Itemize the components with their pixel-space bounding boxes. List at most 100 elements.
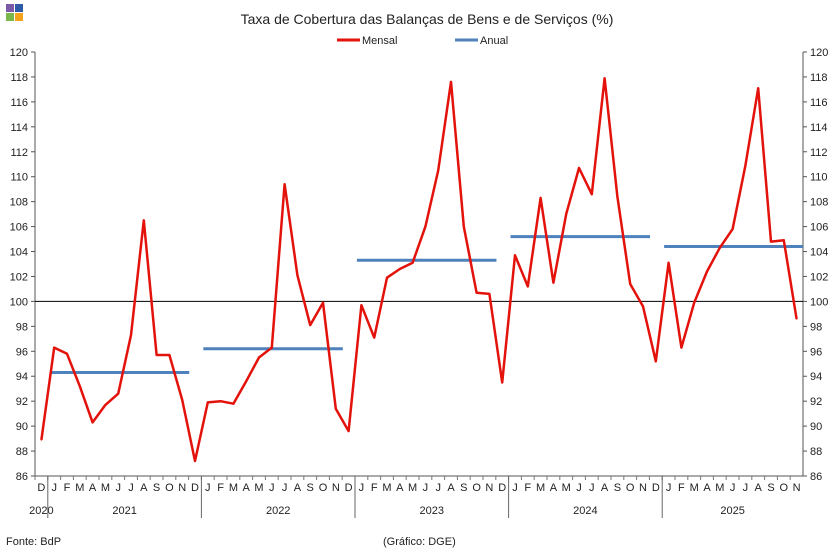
x-month-label: J <box>730 482 736 494</box>
monthly-point <box>616 195 619 198</box>
monthly-point <box>40 439 43 441</box>
monthly-point <box>693 301 695 304</box>
x-month-label: S <box>614 482 621 494</box>
monthly-point <box>527 285 529 288</box>
x-month-label: M <box>562 482 571 494</box>
monthly-point <box>219 400 222 402</box>
x-month-label: M <box>101 482 110 494</box>
monthly-point <box>271 346 273 349</box>
x-month-label: M <box>382 482 391 494</box>
monthly-point <box>552 281 555 284</box>
monthly-point <box>770 240 772 243</box>
monthly-series-line <box>40 76 798 463</box>
x-month-label: S <box>307 482 314 494</box>
monthly-point <box>629 283 631 285</box>
x-month-label: J <box>359 482 365 494</box>
x-month-label: J <box>423 482 429 494</box>
monthly-point <box>578 167 580 169</box>
y-tick-label-right: 116 <box>810 97 828 109</box>
x-month-label: F <box>64 482 71 494</box>
y-tick-label-right: 92 <box>810 396 822 408</box>
x-month-label: O <box>319 482 328 494</box>
x-month-label: A <box>550 482 558 494</box>
monthly-point <box>283 183 286 185</box>
x-month-label: M <box>229 482 238 494</box>
monthly-point <box>104 404 107 406</box>
x-month-label: A <box>396 482 404 494</box>
y-tick-label-right: 96 <box>810 346 822 358</box>
x-month-label: A <box>755 482 763 494</box>
monthly-point <box>475 291 478 294</box>
monthly-point <box>411 261 414 264</box>
x-month-label: M <box>715 482 724 494</box>
x-month-label: J <box>589 482 595 494</box>
monthly-point <box>783 239 785 242</box>
monthly-point <box>424 225 427 228</box>
monthly-point <box>437 169 440 172</box>
y-tick-label-left: 102 <box>10 271 28 283</box>
x-month-label: D <box>652 482 660 494</box>
x-month-label: F <box>524 482 531 494</box>
y-tick-label-left: 88 <box>16 446 28 458</box>
monthly-point <box>539 197 542 199</box>
monthly-point <box>335 407 337 410</box>
y-tick-label-left: 106 <box>10 222 28 234</box>
monthly-point <box>795 318 798 320</box>
y-tick-label-left: 118 <box>10 72 28 84</box>
y-tick-label-left: 100 <box>10 296 28 308</box>
monthly-point <box>155 354 158 356</box>
monthly-point <box>232 402 235 405</box>
x-month-label: S <box>460 482 467 494</box>
chart-axes: 86 86 88 88 90 90 92 92 94 94 96 96 98 98 100 100 102 102… <box>10 47 828 518</box>
y-tick-label-left: 90 <box>16 421 28 433</box>
x-month-label: F <box>217 482 224 494</box>
x-month-label: J <box>205 482 211 494</box>
monthly-point <box>130 334 132 336</box>
coverage-rate-chart: Taxa de Cobertura das Balanças de Bens e… <box>10 11 828 518</box>
monthly-point <box>360 304 363 306</box>
monthly-point <box>386 276 388 279</box>
chart-legend: Mensal Anual <box>337 35 508 47</box>
y-tick-label-right: 100 <box>810 296 828 308</box>
x-month-label: N <box>332 482 340 494</box>
y-tick-label-left: 112 <box>10 147 28 159</box>
x-month-label: A <box>601 482 609 494</box>
y-tick-label-left: 108 <box>10 197 28 209</box>
monthly-point <box>757 87 759 89</box>
monthly-point <box>117 392 119 395</box>
x-month-label: J <box>435 482 441 494</box>
monthly-point <box>488 293 491 295</box>
monthly-point <box>322 301 324 304</box>
bdp-logo-icon <box>6 4 24 22</box>
monthly-point <box>66 352 68 355</box>
monthly-point <box>514 254 516 257</box>
monthly-point <box>143 219 145 222</box>
logo-square-green <box>6 13 14 21</box>
monthly-point <box>53 346 55 349</box>
monthly-point <box>463 225 465 228</box>
x-month-label: J <box>51 482 57 494</box>
source-note: Fonte: BdP <box>6 536 62 548</box>
y-tick-label-right: 110 <box>810 172 828 184</box>
monthly-point <box>731 228 734 230</box>
x-month-label: O <box>780 482 789 494</box>
x-month-label: J <box>115 482 121 494</box>
x-month-label: M <box>536 482 545 494</box>
y-tick-label-left: 96 <box>16 346 28 358</box>
x-month-label: F <box>371 482 378 494</box>
x-month-label: N <box>178 482 186 494</box>
x-month-label: A <box>703 482 711 494</box>
monthly-point <box>642 305 644 308</box>
y-tick-label-left: 94 <box>16 371 28 383</box>
x-month-label: J <box>743 482 749 494</box>
monthly-point <box>258 356 260 359</box>
x-month-label: S <box>153 482 160 494</box>
y-tick-label-left: 110 <box>10 172 28 184</box>
credit-note: (Gráfico: DGE) <box>383 536 456 548</box>
y-tick-label-right: 86 <box>810 471 822 483</box>
x-month-label: J <box>576 482 582 494</box>
monthly-point <box>399 268 401 270</box>
y-tick-label-left: 92 <box>16 396 28 408</box>
x-month-label: J <box>128 482 134 494</box>
monthly-point <box>296 274 299 277</box>
